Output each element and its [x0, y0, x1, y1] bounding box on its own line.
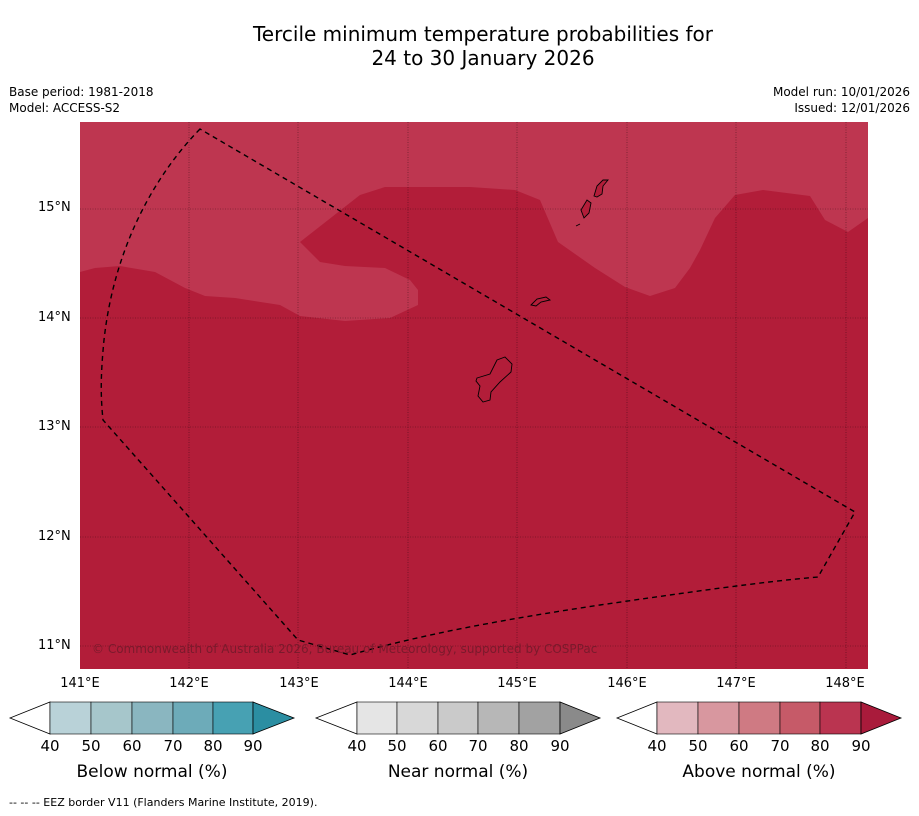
- colorbar-above-cell: [779, 701, 821, 735]
- lon-label: 143°E: [279, 676, 319, 691]
- colorbar-near-cell: [437, 701, 479, 735]
- colorbar-tick: 60: [729, 737, 749, 755]
- colorbar-below-title: Below normal (%): [76, 762, 228, 782]
- aguijan-island: [575, 223, 581, 227]
- colorbar-above-cell: [738, 701, 781, 735]
- colorbar-tick: 40: [647, 737, 667, 755]
- model-name: Model: ACCESS-S2: [9, 101, 121, 115]
- issued-date: Issued: 12/01/2026: [794, 101, 910, 115]
- colorbar-below-cell: [212, 701, 254, 735]
- lon-label: 142°E: [169, 676, 209, 691]
- colorbar-tick: 70: [468, 737, 488, 755]
- colorbar-tick: 50: [387, 737, 407, 755]
- colorbar-above-over: [860, 701, 903, 735]
- title-line-1: Tercile minimum temperature probabilitie…: [252, 22, 714, 46]
- colorbar-tick: 60: [122, 737, 142, 755]
- colorbar-near: [314, 701, 602, 735]
- eez-footnote: -- -- -- EEZ border V11 (Flanders Marine…: [9, 796, 318, 809]
- colorbar-above-under: [615, 701, 658, 735]
- colorbar-below-over: [252, 701, 296, 735]
- lon-label: 144°E: [388, 676, 428, 691]
- tinian-island: [580, 199, 592, 219]
- colorbar-below: [8, 701, 296, 735]
- base-period: Base period: 1981-2018: [9, 85, 154, 99]
- colorbar-above-cell: [819, 701, 862, 735]
- meta-left: Base period: 1981-2018 Model: ACCESS-S2: [9, 84, 154, 116]
- colorbar-tick: 80: [203, 737, 223, 755]
- rota-island: [530, 296, 552, 307]
- colorbar-below-under: [8, 701, 51, 735]
- copyright-text: © Commonwealth of Australia 2026, Bureau…: [92, 642, 597, 656]
- colorbar-below-cell: [90, 701, 133, 735]
- lat-label: 14°N: [38, 310, 71, 325]
- lat-label: 11°N: [38, 638, 71, 653]
- colorbar-above-cell: [656, 701, 699, 735]
- colorbar-near-cell: [518, 701, 561, 735]
- meta-right: Model run: 10/01/2026 Issued: 12/01/2026: [773, 84, 910, 116]
- colorbar-tick: 90: [243, 737, 263, 755]
- colorbar-above: [615, 701, 903, 735]
- colorbar-near-under: [314, 701, 358, 735]
- colorbar-near-cell: [356, 701, 398, 735]
- colorbar-tick: 80: [810, 737, 830, 755]
- colorbar-near-cell: [477, 701, 520, 735]
- colorbar-tick: 70: [770, 737, 790, 755]
- lat-label: 13°N: [38, 419, 71, 434]
- colorbar-tick: 90: [550, 737, 570, 755]
- colorbar-tick: 50: [688, 737, 708, 755]
- colorbar-tick: 50: [81, 737, 101, 755]
- lon-label: 146°E: [607, 676, 647, 691]
- colorbar-above-title: Above normal (%): [682, 762, 836, 782]
- colorbar-below-cell: [131, 701, 174, 735]
- probability-field-80: [80, 122, 868, 321]
- saipan-island: [593, 179, 609, 198]
- colorbar-tick: 40: [347, 737, 367, 755]
- lon-label: 141°E: [60, 676, 100, 691]
- colorbar-below-cell: [49, 701, 92, 735]
- colorbar-near-title: Near normal (%): [387, 762, 529, 782]
- colorbar-tick: 70: [163, 737, 183, 755]
- guam-island: [475, 356, 513, 403]
- chart-title: Tercile minimum temperature probabilitie…: [0, 22, 919, 70]
- colorbar-tick: 60: [428, 737, 448, 755]
- title-line-2: 24 to 30 January 2026: [371, 46, 595, 70]
- lat-label: 15°N: [38, 200, 71, 215]
- lon-label: 147°E: [716, 676, 756, 691]
- colorbar-tick: 40: [40, 737, 60, 755]
- eez-border: [100, 128, 856, 656]
- colorbar-tick: 80: [509, 737, 529, 755]
- colorbar-tick: 90: [851, 737, 871, 755]
- colorbar-near-cell: [396, 701, 439, 735]
- colorbar-below-cell: [172, 701, 214, 735]
- lat-label: 12°N: [38, 529, 71, 544]
- lon-label: 148°E: [825, 676, 865, 691]
- colorbar-above-cell: [697, 701, 740, 735]
- graticule: [80, 122, 868, 669]
- colorbar-near-over: [559, 701, 602, 735]
- lon-label: 145°E: [497, 676, 537, 691]
- model-run: Model run: 10/01/2026: [772, 85, 910, 99]
